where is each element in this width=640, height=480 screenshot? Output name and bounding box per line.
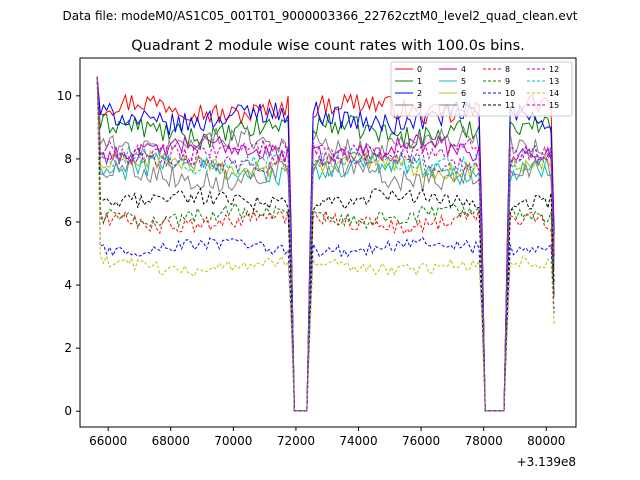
series-line-14 [96,76,555,412]
chart-title: Quadrant 2 module wise count rates with … [131,38,525,54]
legend-label: 2 [417,89,422,98]
x-tick-label: 70000 [214,434,252,448]
legend-label: 5 [461,77,466,86]
series-line-9 [96,76,555,412]
legend-label: 4 [461,65,466,74]
series-line-3 [96,76,555,412]
legend-label: 12 [549,65,559,74]
legend-label: 13 [549,77,559,86]
x-tick-label: 72000 [277,434,315,448]
series-line-11 [96,76,555,412]
series-line-8 [96,76,555,412]
x-tick-label: 80000 [527,434,565,448]
legend-label: 8 [505,65,510,74]
legend-label: 3 [417,101,422,110]
y-tick-label: 0 [64,404,72,418]
series-line-12 [96,76,555,412]
y-tick-label: 4 [64,278,72,292]
legend-label: 1 [417,77,422,86]
plot-frame [79,57,577,428]
axis-ticks: 66000 68000 70000 72000 74000 76000 78000 80000… [57,89,566,448]
legend-label: 6 [461,89,466,98]
legend-box [390,61,573,117]
series-line-10 [96,76,555,412]
legend-label: 0 [417,65,422,74]
legend-label: 7 [461,101,466,110]
legend-label: 15 [549,101,559,110]
x-tick-label: 74000 [339,434,377,448]
x-tick-label: 78000 [465,434,503,448]
y-tick-label: 8 [64,152,72,166]
series-line-5 [96,76,555,412]
series-layer [96,76,555,412]
series-line-1 [96,76,555,412]
legend-label: 9 [505,77,510,86]
x-tick-label: 76000 [402,434,440,448]
legend-label: 10 [505,89,515,98]
datafile-label: Data file: modeM0/AS1C05_001T01_90000033… [62,9,577,23]
y-tick-label: 10 [57,89,72,103]
y-tick-label: 2 [64,341,72,355]
legend-label: 11 [505,101,515,110]
x-tick-label: 68000 [152,434,190,448]
legend-label: 14 [549,89,559,98]
x-offset-label: +3.139e8 [517,455,576,469]
x-tick-label: 66000 [89,434,127,448]
y-tick-label: 6 [64,215,72,229]
